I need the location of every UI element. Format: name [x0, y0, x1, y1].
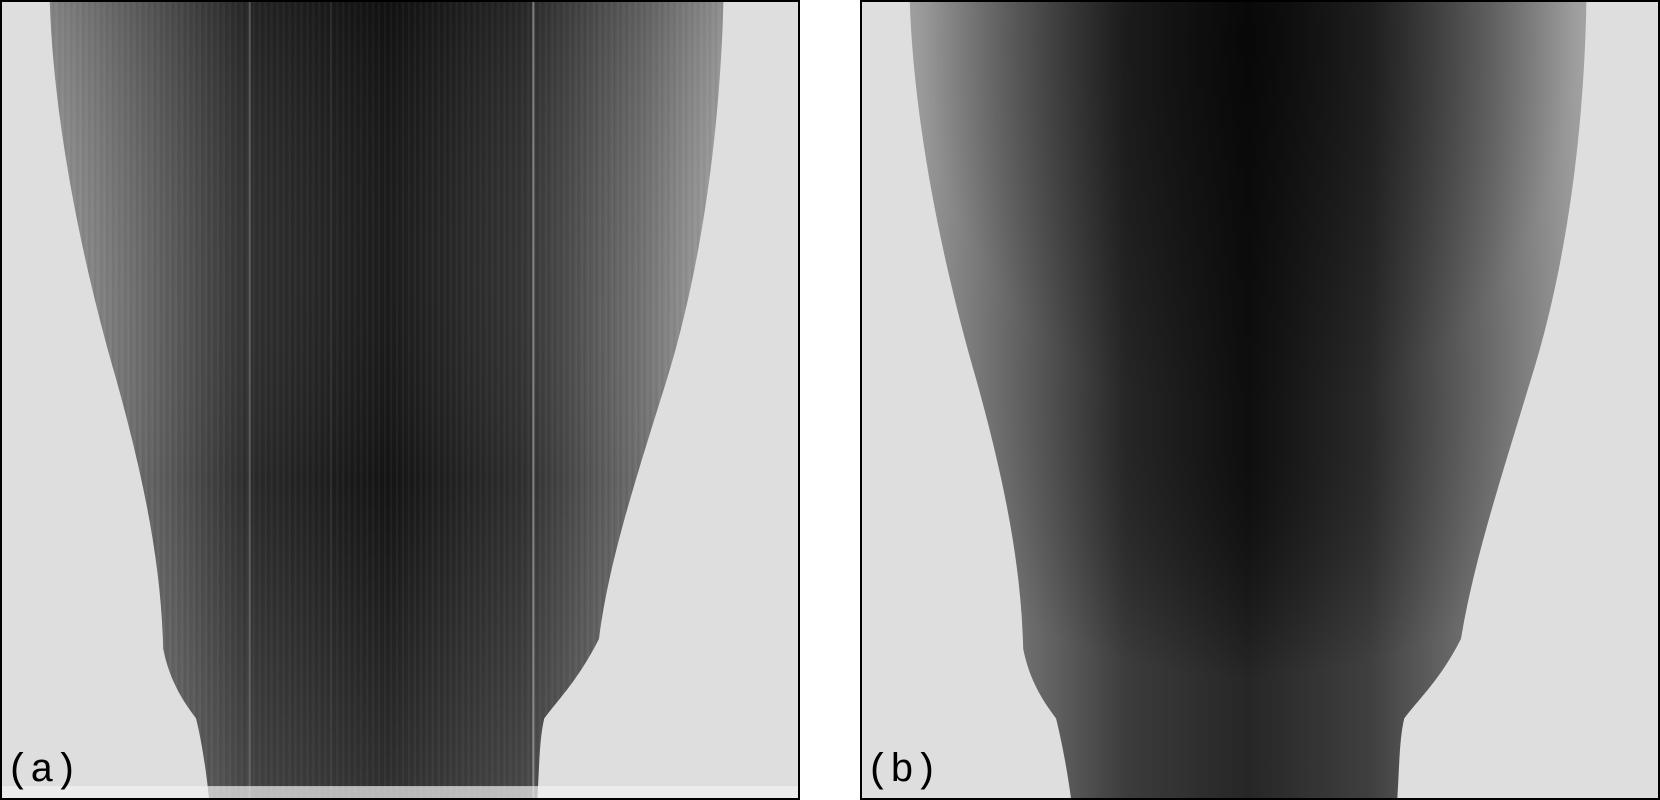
sinogram-b-graphic	[909, 2, 1587, 798]
panel-b-image: (b)	[860, 0, 1660, 800]
panel-label-a: (a)	[6, 749, 79, 794]
sinogram-a-graphic	[2, 2, 798, 798]
panel-a-image: (a)	[0, 0, 800, 800]
panel-label-b: (b)	[866, 749, 939, 794]
